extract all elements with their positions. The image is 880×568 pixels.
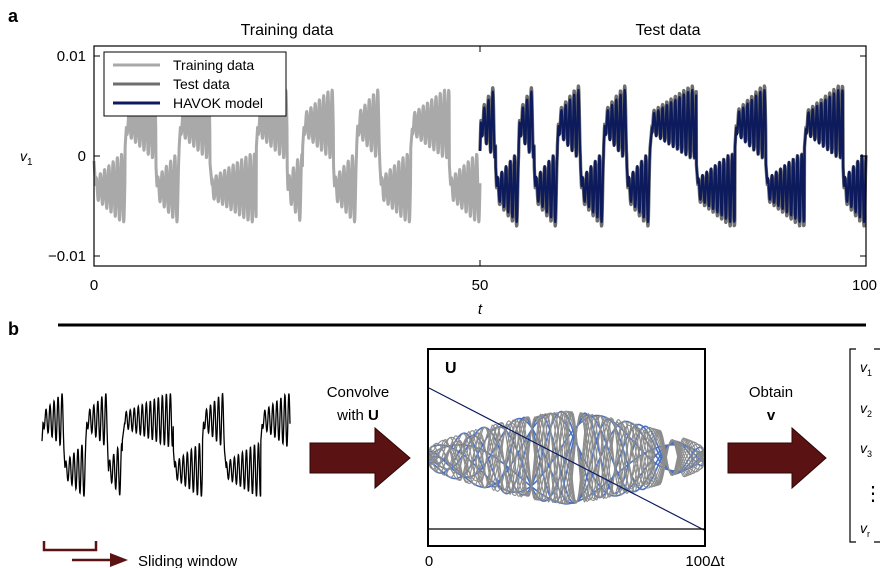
u-mode-line xyxy=(428,412,705,504)
u-mode-line xyxy=(428,410,705,504)
u-mode-line xyxy=(428,412,705,504)
u-mode-line xyxy=(428,411,705,505)
u-mode-line xyxy=(428,413,705,504)
u-mode-linear xyxy=(428,387,705,531)
vector-entry-vr: vr xyxy=(860,520,870,539)
obtain-v-label: v xyxy=(767,407,776,424)
vector-entry-v2: v2 xyxy=(860,400,872,419)
sliding-window-bracket xyxy=(42,541,98,552)
header-test: Test data xyxy=(636,22,701,39)
x-tick-label: 100 xyxy=(852,277,877,294)
series-test-line xyxy=(478,84,868,228)
u-mode-line xyxy=(428,411,705,504)
x-tick-label: 50 xyxy=(472,277,489,294)
y-tick-label: 0.01 xyxy=(57,48,86,65)
u-mode-line xyxy=(428,412,705,503)
plot-a-lines xyxy=(92,84,868,228)
u-modes-lines xyxy=(428,387,705,531)
vector-entry-v3: v3 xyxy=(860,440,872,459)
vector-entry-v1: v1 xyxy=(860,359,872,378)
y-tick-label: −0.01 xyxy=(48,248,86,265)
legend-label-training: Training data xyxy=(173,57,254,73)
y-tick-label: 0 xyxy=(78,148,86,165)
u-box-title: U xyxy=(445,360,457,377)
input-signal-line xyxy=(41,392,291,497)
convolve-label: Convolve xyxy=(327,384,390,401)
convolve-arrow xyxy=(309,426,411,490)
u-mode-line xyxy=(428,414,705,504)
header-training: Training data xyxy=(241,22,334,39)
panel-a-label: a xyxy=(8,6,19,26)
x-tick-label: 0 xyxy=(90,277,98,294)
u-box-x-start: 0 xyxy=(425,553,433,568)
plot-a-ticks: 0.010−0.010 50 100 xyxy=(48,46,877,294)
legend-label-test: Test data xyxy=(173,76,230,92)
sliding-window-indicator xyxy=(42,541,128,567)
x-axis-label: t xyxy=(478,301,483,318)
u-mode-line xyxy=(428,410,705,505)
input-signal xyxy=(41,392,291,497)
legend: Training data Test data HAVOK model xyxy=(103,51,287,117)
convolve-with-label: with U xyxy=(336,407,379,424)
vector-entry-dots: ⋮ xyxy=(863,483,880,505)
vector-bracket-right xyxy=(874,348,880,543)
legend-label-havok: HAVOK model xyxy=(173,95,263,111)
u-mode-line xyxy=(428,410,705,499)
obtain-arrow xyxy=(727,426,827,490)
y-axis-label: v1 xyxy=(20,148,33,168)
obtain-label: Obtain xyxy=(749,384,793,401)
series-havok-line xyxy=(478,88,868,224)
panel-b-label: b xyxy=(8,319,19,339)
sliding-arrow-head xyxy=(110,553,128,567)
u-box-frame xyxy=(427,348,706,547)
series-training-line xyxy=(92,88,482,224)
vector-bracket-left xyxy=(849,348,856,543)
u-box-x-end: 100Δt xyxy=(685,553,725,568)
sliding-window-label: Sliding window xyxy=(138,553,237,568)
